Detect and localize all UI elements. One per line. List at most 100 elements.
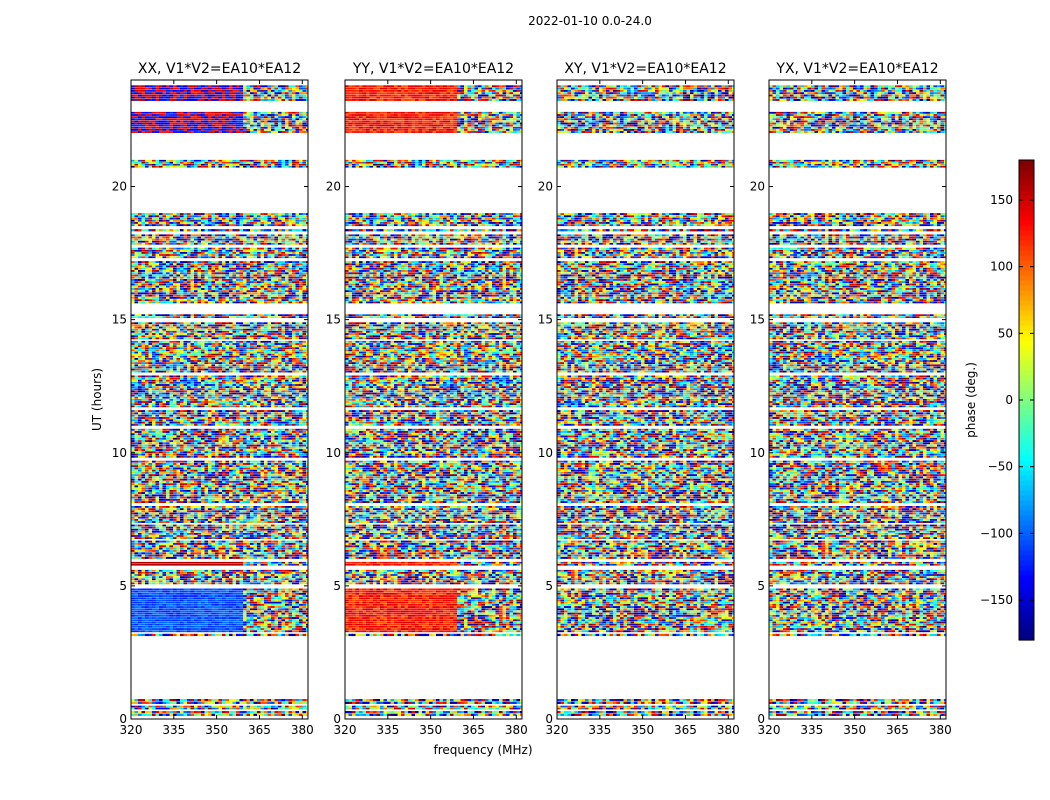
colorbar-tick-label: −100	[980, 526, 1013, 540]
colorbar-segment	[1019, 490, 1034, 496]
colorbar-segment	[1019, 185, 1034, 191]
colorbar-segment	[1019, 410, 1034, 416]
panel-1: 320 335 350 365 380 0 5 10 15 20 XX, V1*V2=EA10*EA…	[90, 61, 314, 737]
colorbar-segment	[1019, 485, 1034, 491]
colorbar-segment	[1019, 270, 1034, 276]
colorbar-segment	[1019, 635, 1034, 641]
colorbar-segment	[1019, 615, 1034, 621]
plot-frame	[130, 79, 309, 720]
colorbar-tick-label: 0	[1005, 393, 1013, 407]
plot-frame	[344, 79, 523, 720]
colorbar-segment	[1019, 400, 1034, 406]
colorbar-segment	[1019, 625, 1034, 631]
colorbar-segment	[1019, 170, 1034, 176]
x-tick-label: 335	[588, 723, 611, 737]
colorbar-segment	[1019, 510, 1034, 516]
colorbar-segment	[1019, 455, 1034, 461]
colorbar-segment	[1019, 450, 1034, 456]
panel-title: YY, V1*V2=EA10*EA12	[352, 61, 514, 77]
colorbar-segment	[1019, 465, 1034, 471]
panel-title: XY, V1*V2=EA10*EA12	[564, 61, 726, 77]
x-tick-label: 350	[419, 723, 442, 737]
colorbar-segment	[1019, 205, 1034, 211]
colorbar-segment	[1019, 500, 1034, 506]
panel-2: 320 335 350 365 380 0 5 10 15 20 YY, V1*V2=EA10*EA…	[326, 61, 533, 757]
x-tick-label: 380	[505, 723, 528, 737]
y-tick-label: 20	[538, 180, 553, 194]
colorbar-segment	[1019, 315, 1034, 321]
colorbar-segment	[1019, 365, 1034, 371]
colorbar-segment	[1019, 280, 1034, 286]
x-tick-label: 350	[843, 723, 866, 737]
colorbar-segment	[1019, 545, 1034, 551]
x-tick-label: 365	[674, 723, 697, 737]
x-tick-label: 380	[717, 723, 740, 737]
colorbar-segment	[1019, 385, 1034, 391]
colorbar-segment	[1019, 470, 1034, 476]
colorbar-segment	[1019, 630, 1034, 636]
x-tick-label: 365	[462, 723, 485, 737]
colorbar-segment	[1019, 495, 1034, 501]
y-tick-label: 5	[119, 579, 127, 593]
x-tick-label: 320	[120, 723, 143, 737]
colorbar-segment	[1019, 235, 1034, 241]
y-tick-label: 20	[326, 180, 341, 194]
colorbar-segment	[1019, 345, 1034, 351]
colorbar-segment	[1019, 165, 1034, 171]
x-axis-label: frequency (MHz)	[433, 743, 532, 757]
colorbar-segment	[1019, 620, 1034, 626]
y-tick-label: 15	[538, 313, 553, 327]
colorbar-segment	[1019, 360, 1034, 366]
phase-image	[345, 85, 522, 716]
x-tick-label: 350	[205, 723, 228, 737]
colorbar-tick-label: 150	[990, 193, 1013, 207]
y-tick-label: 15	[112, 313, 127, 327]
y-tick-label: 10	[750, 446, 765, 460]
colorbar-segment	[1019, 505, 1034, 511]
colorbar-segment	[1019, 600, 1034, 606]
colorbar-segment	[1019, 195, 1034, 201]
colorbar-segment	[1019, 215, 1034, 221]
phase-image	[769, 85, 946, 716]
x-tick-label: 365	[886, 723, 909, 737]
colorbar-segment	[1019, 515, 1034, 521]
panel-3: 320 335 350 365 380 0 5 10 15 20 XY, V1*V2=EA10*EA…	[538, 61, 740, 737]
x-tick-label: 365	[248, 723, 271, 737]
colorbar-segment	[1019, 565, 1034, 571]
colorbar-segment	[1019, 445, 1034, 451]
plot-frame	[768, 79, 947, 720]
colorbar-segment	[1019, 335, 1034, 341]
colorbar-segment	[1019, 340, 1034, 346]
colorbar-tick-label: 50	[998, 326, 1013, 340]
colorbar-segment	[1019, 240, 1034, 246]
y-tick-label: 5	[757, 579, 765, 593]
colorbar-segment	[1019, 330, 1034, 336]
y-tick-label: 0	[545, 712, 553, 726]
y-tick-label: 5	[333, 579, 341, 593]
colorbar-segment	[1019, 430, 1034, 436]
colorbar-segment	[1019, 210, 1034, 216]
x-tick-label: 335	[376, 723, 399, 737]
colorbar-segment	[1019, 530, 1034, 536]
colorbar-segment	[1019, 395, 1034, 401]
x-tick-label: 320	[546, 723, 569, 737]
x-tick-label: 335	[162, 723, 185, 737]
colorbar-segment	[1019, 435, 1034, 441]
colorbar-segment	[1019, 380, 1034, 386]
colorbar-segment	[1019, 220, 1034, 226]
panel-title: XX, V1*V2=EA10*EA12	[138, 61, 301, 77]
phase-image	[557, 85, 734, 716]
y-tick-label: 20	[112, 180, 127, 194]
x-tick-label: 335	[800, 723, 823, 737]
colorbar-segment	[1019, 550, 1034, 556]
colorbar-label: phase (deg.)	[964, 362, 978, 438]
colorbar-segment	[1019, 590, 1034, 596]
colorbar-segment	[1019, 605, 1034, 611]
colorbar-segment	[1019, 255, 1034, 261]
x-tick-label: 350	[631, 723, 654, 737]
y-tick-label: 10	[538, 446, 553, 460]
colorbar-segment	[1019, 585, 1034, 591]
y-tick-label: 15	[326, 313, 341, 327]
y-tick-label: 10	[112, 446, 127, 460]
colorbar-segment	[1019, 250, 1034, 256]
